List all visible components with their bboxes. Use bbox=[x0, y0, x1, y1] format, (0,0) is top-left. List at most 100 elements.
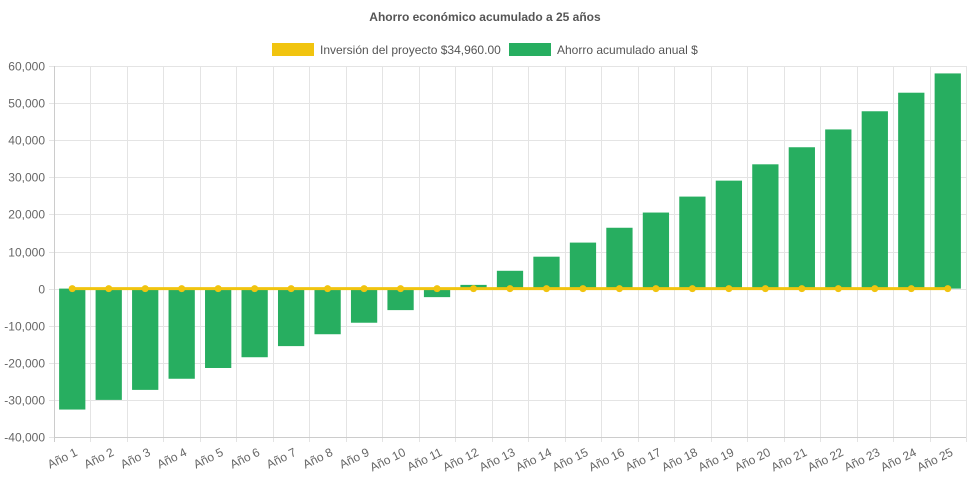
investment-point-14[interactable] bbox=[542, 285, 550, 293]
x-tick-label: Año 19 bbox=[696, 445, 737, 474]
investment-point-18[interactable] bbox=[688, 285, 696, 293]
investment-point-17[interactable] bbox=[652, 285, 660, 293]
y-tick-label: 50,000 bbox=[8, 97, 45, 111]
investment-point-9[interactable] bbox=[360, 285, 368, 293]
x-tick-label: Año 16 bbox=[586, 445, 627, 474]
grid bbox=[49, 66, 967, 442]
bar-6[interactable] bbox=[241, 288, 268, 358]
bar-25[interactable] bbox=[934, 73, 961, 289]
bar-23[interactable] bbox=[861, 111, 888, 289]
investment-point-19[interactable] bbox=[725, 285, 733, 293]
investment-point-20[interactable] bbox=[761, 285, 769, 293]
x-tick-label: Año 14 bbox=[513, 445, 554, 474]
bar-17[interactable] bbox=[642, 212, 670, 289]
investment-point-1[interactable] bbox=[68, 285, 76, 293]
bar-2[interactable] bbox=[95, 288, 122, 400]
investment-point-6[interactable] bbox=[251, 285, 259, 293]
y-tick-label: -20,000 bbox=[4, 357, 45, 371]
investment-point-15[interactable] bbox=[579, 285, 587, 293]
y-tick-label: 20,000 bbox=[8, 208, 45, 222]
x-tick-label: Año 17 bbox=[623, 445, 664, 474]
x-tick-label: Año 23 bbox=[842, 445, 883, 474]
x-tick-label: Año 9 bbox=[337, 445, 372, 471]
bar-18[interactable] bbox=[679, 196, 706, 289]
investment-point-22[interactable] bbox=[834, 285, 842, 293]
investment-point-21[interactable] bbox=[798, 285, 806, 293]
legend-item-savings[interactable]: Ahorro acumulado anual $ bbox=[509, 43, 698, 57]
investment-point-13[interactable] bbox=[506, 285, 514, 293]
investment-point-7[interactable] bbox=[287, 285, 295, 293]
bar-15[interactable] bbox=[569, 242, 597, 289]
y-tick-label: -40,000 bbox=[4, 431, 45, 445]
x-tick-label: Año 10 bbox=[368, 445, 409, 474]
bar-4[interactable] bbox=[168, 288, 195, 379]
x-tick-label: Año 20 bbox=[732, 445, 773, 474]
investment-point-24[interactable] bbox=[907, 285, 915, 293]
investment-point-10[interactable] bbox=[397, 285, 405, 293]
investment-point-5[interactable] bbox=[214, 285, 222, 293]
bar-24[interactable] bbox=[898, 92, 925, 289]
y-tick-label: 10,000 bbox=[8, 246, 45, 260]
bar-7[interactable] bbox=[277, 288, 305, 347]
bar-10[interactable] bbox=[387, 288, 414, 311]
y-axis-ticks: 60,000 50,000 40,000 30,000 20,000 10,000 0 -10… bbox=[4, 60, 45, 445]
bar-1[interactable] bbox=[59, 288, 86, 410]
x-tick-label: Año 15 bbox=[550, 445, 591, 474]
bar-19[interactable] bbox=[715, 180, 743, 289]
bar-11[interactable] bbox=[423, 288, 451, 298]
y-tick-label: 30,000 bbox=[8, 171, 45, 185]
bar-21[interactable] bbox=[788, 147, 815, 289]
x-tick-label: Año 5 bbox=[191, 445, 226, 471]
investment-point-23[interactable] bbox=[871, 285, 879, 293]
investment-point-11[interactable] bbox=[433, 285, 441, 293]
legend-label-savings: Ahorro acumulado anual $ bbox=[557, 43, 698, 57]
x-tick-label: Año 21 bbox=[769, 445, 810, 474]
x-axis-ticks: Año 1 Año 2 Año 3 Año 4 Año 5 Año 6 Año 7 Año 8… bbox=[45, 445, 955, 474]
x-tick-label: Año 4 bbox=[155, 445, 190, 471]
investment-point-8[interactable] bbox=[324, 285, 332, 293]
bar-3[interactable] bbox=[132, 288, 159, 390]
bar-20[interactable] bbox=[752, 164, 779, 289]
legend-swatch-savings bbox=[509, 43, 551, 56]
x-tick-label: Año 12 bbox=[441, 445, 482, 474]
x-tick-label: Año 2 bbox=[82, 445, 117, 471]
y-tick-label: -10,000 bbox=[4, 320, 45, 334]
legend: Inversión del proyecto $34,960.00 Ahorro… bbox=[272, 43, 698, 57]
legend-item-investment[interactable]: Inversión del proyecto $34,960.00 bbox=[272, 43, 501, 57]
bar-9[interactable] bbox=[350, 288, 378, 323]
investment-point-2[interactable] bbox=[105, 285, 113, 293]
y-tick-label: -30,000 bbox=[4, 394, 45, 408]
bar-16[interactable] bbox=[606, 227, 633, 289]
x-tick-label: Año 25 bbox=[915, 445, 956, 474]
x-tick-label: Año 13 bbox=[477, 445, 518, 474]
investment-point-25[interactable] bbox=[944, 285, 952, 293]
bar-series-savings bbox=[59, 73, 961, 410]
line-series-investment bbox=[68, 285, 952, 293]
x-tick-label: Año 1 bbox=[45, 445, 80, 471]
bar-8[interactable] bbox=[314, 288, 341, 335]
bar-13[interactable] bbox=[496, 270, 524, 289]
x-tick-label: Año 11 bbox=[405, 445, 445, 474]
investment-point-4[interactable] bbox=[178, 285, 186, 293]
investment-point-16[interactable] bbox=[615, 285, 623, 293]
x-tick-label: Año 6 bbox=[228, 445, 263, 471]
x-tick-label: Año 18 bbox=[659, 445, 700, 474]
investment-point-3[interactable] bbox=[141, 285, 149, 293]
x-tick-label: Año 22 bbox=[805, 445, 846, 474]
legend-swatch-investment bbox=[272, 43, 314, 56]
bar-5[interactable] bbox=[205, 288, 232, 368]
x-tick-label: Año 7 bbox=[264, 445, 299, 471]
bar-14[interactable] bbox=[533, 256, 560, 289]
x-tick-label: Año 8 bbox=[301, 445, 336, 471]
chart-title: Ahorro económico acumulado a 25 años bbox=[369, 10, 601, 24]
bar-22[interactable] bbox=[825, 129, 852, 289]
y-tick-label: 60,000 bbox=[8, 60, 45, 74]
legend-label-investment: Inversión del proyecto $34,960.00 bbox=[320, 43, 501, 57]
investment-point-12[interactable] bbox=[470, 285, 478, 293]
y-tick-label: 0 bbox=[38, 283, 45, 297]
x-tick-label: Año 24 bbox=[878, 445, 919, 474]
y-tick-label: 40,000 bbox=[8, 134, 45, 148]
x-tick-label: Año 3 bbox=[118, 445, 153, 471]
